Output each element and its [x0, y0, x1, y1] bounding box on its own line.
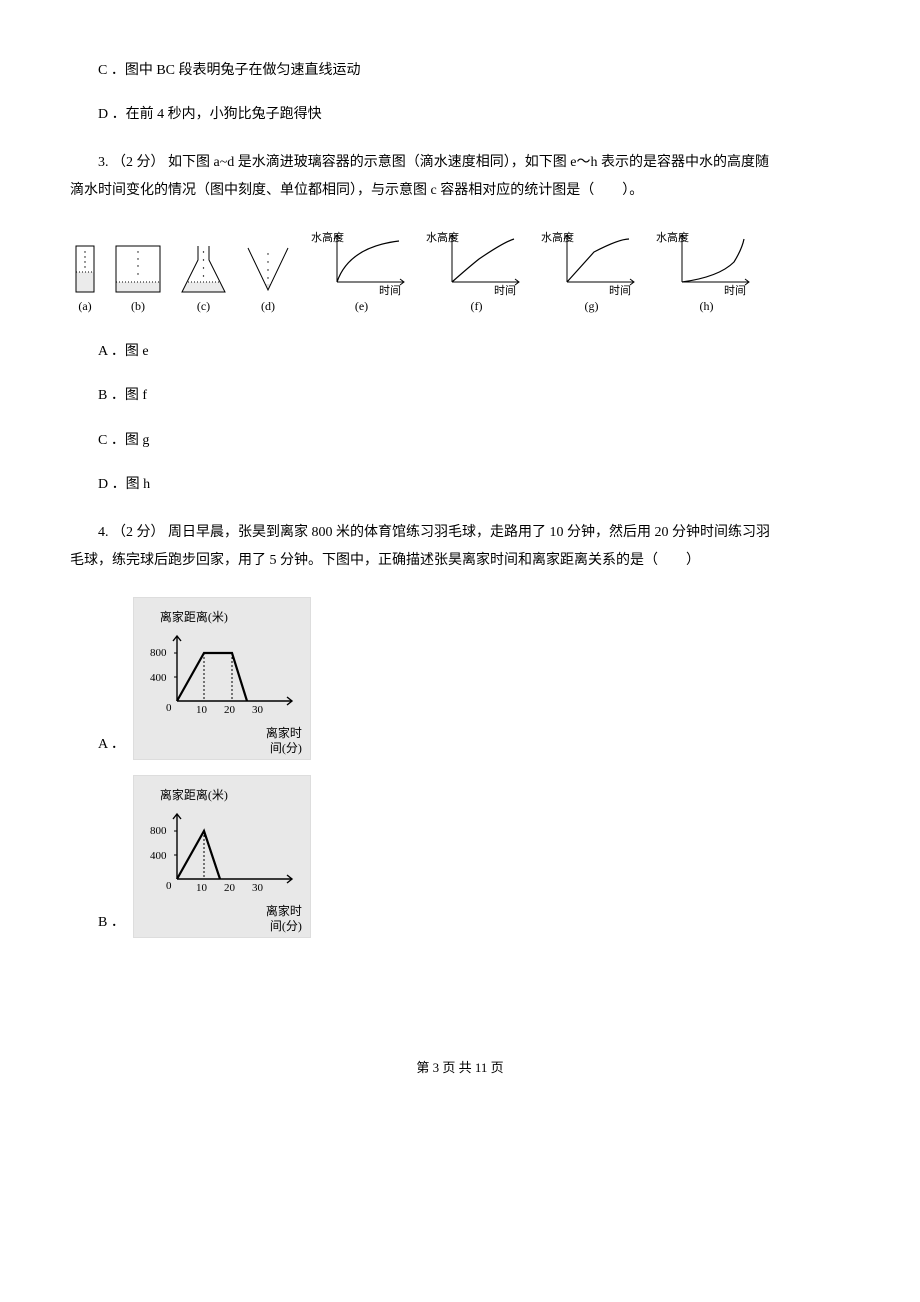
xlabel-e: 时间 [379, 284, 401, 297]
xlabel-f: 时间 [494, 284, 516, 297]
ytick0-b: 0 [166, 880, 172, 892]
container-b: (b) [112, 242, 164, 316]
q3-text1: 如下图 a~d 是水滴进玻璃容器的示意图（滴水速度相同），如下图 e～h 表示的… [168, 155, 769, 170]
q3-figure-row: (a) (b) (c) (d) 水高 [70, 227, 850, 316]
xtick30-b: 30 [252, 882, 264, 894]
container-c: (c) [176, 242, 231, 316]
container-a: (a) [70, 242, 100, 316]
xtick30-a: 30 [252, 704, 264, 716]
graph-h: 水高度 时间 (h) [654, 227, 759, 316]
label-e: (e) [355, 297, 368, 316]
q4-line2: 毛球，练完球后跑步回家，用了 5 分钟。下图中，正确描述张昊离家时间和离家距离关… [70, 547, 850, 575]
xtick20-a: 20 [224, 704, 236, 716]
q3-line1: 3. （2 分） 如下图 a~d 是水滴进玻璃容器的示意图（滴水速度相同），如下… [70, 149, 850, 177]
curve-f-icon: 水高度 时间 [424, 227, 529, 297]
xtitle1-a: 离家时 [266, 726, 302, 740]
ytick400-b: 400 [150, 850, 167, 862]
label-h: (h) [700, 297, 714, 316]
q4-graph-b: 离家距离(米) 800 400 0 10 20 30 离家时 间(分) [133, 775, 311, 938]
ytick800-b: 800 [150, 825, 167, 837]
xtitle2-a: 间(分) [270, 741, 302, 755]
q3-line2: 滴水时间变化的情况（图中刻度、单位都相同），与示意图 c 容器相对应的统计图是（… [70, 177, 850, 205]
ytick800-a: 800 [150, 647, 167, 659]
funnel-icon [243, 242, 293, 297]
cylinder-icon [70, 242, 100, 297]
q3-option-b: B ．图 f [70, 385, 850, 407]
xtitle2-b: 间(分) [270, 919, 302, 933]
page-footer: 第 3 页 共 11 页 [70, 1058, 850, 1079]
q4-option-a-row: A ． 离家距离(米) 800 400 0 10 20 30 离家时 间(分) [70, 597, 850, 760]
q4b-xtitle: 离家时 间(分) [142, 904, 302, 933]
container-d: (d) [243, 242, 293, 316]
q3-number: 3. [98, 155, 109, 170]
q2-option-c: C ．图中 BC 段表明兔子在做匀速直线运动 [70, 60, 850, 82]
q4-option-b-label: B ． [98, 912, 125, 938]
label-b: (b) [131, 297, 145, 316]
wide-cylinder-icon [112, 242, 164, 297]
graph-g: 水高度 时间 (g) [539, 227, 644, 316]
label-f: (f) [471, 297, 483, 316]
label-c: (c) [197, 297, 210, 316]
xtick20-b: 20 [224, 882, 236, 894]
q4-points: （2 分） [112, 525, 165, 540]
curve-h-icon: 水高度 时间 [654, 227, 759, 297]
q4a-xtitle: 离家时 间(分) [142, 726, 302, 755]
q4b-ytitle: 离家距离(米) [160, 786, 302, 805]
q4a-ytitle: 离家距离(米) [160, 608, 302, 627]
xtick10-b: 10 [196, 882, 208, 894]
xlabel-h: 时间 [724, 284, 746, 297]
q3-option-a: A ．图 e [70, 341, 850, 363]
q4-number: 4. [98, 525, 109, 540]
q4b-chart-icon: 800 400 0 10 20 30 [142, 809, 302, 894]
label-d: (d) [261, 297, 275, 316]
xtick10-a: 10 [196, 704, 208, 716]
q3-option-d: D ．图 h [70, 474, 850, 496]
q4-graph-a: 离家距离(米) 800 400 0 10 20 30 离家时 间(分) [133, 597, 311, 760]
graph-f: 水高度 时间 (f) [424, 227, 529, 316]
q4-option-b-row: B ． 离家距离(米) 800 400 0 10 20 30 离家时 间(分) [70, 775, 850, 938]
q4-option-a-label: A ． [98, 734, 125, 760]
q4-text1: 周日早晨，张昊到离家 800 米的体育馆练习羽毛球，走路用了 10 分钟，然后用… [168, 525, 770, 540]
curve-e-icon: 水高度 时间 [309, 227, 414, 297]
q4a-chart-icon: 800 400 0 10 20 30 [142, 631, 302, 716]
label-a: (a) [78, 297, 91, 316]
q3-option-c: C ．图 g [70, 430, 850, 452]
xlabel-g: 时间 [609, 284, 631, 297]
q4-line1: 4. （2 分） 周日早晨，张昊到离家 800 米的体育馆练习羽毛球，走路用了 … [70, 519, 850, 547]
q2-option-d: D ．在前 4 秒内，小狗比兔子跑得快 [70, 104, 850, 126]
ytick400-a: 400 [150, 672, 167, 684]
ytick0-a: 0 [166, 702, 172, 714]
q3-points: （2 分） [112, 155, 165, 170]
curve-g-icon: 水高度 时间 [539, 227, 644, 297]
xtitle1-b: 离家时 [266, 904, 302, 918]
graph-e: 水高度 时间 (e) [309, 227, 414, 316]
label-g: (g) [585, 297, 599, 316]
flask-icon [176, 242, 231, 297]
